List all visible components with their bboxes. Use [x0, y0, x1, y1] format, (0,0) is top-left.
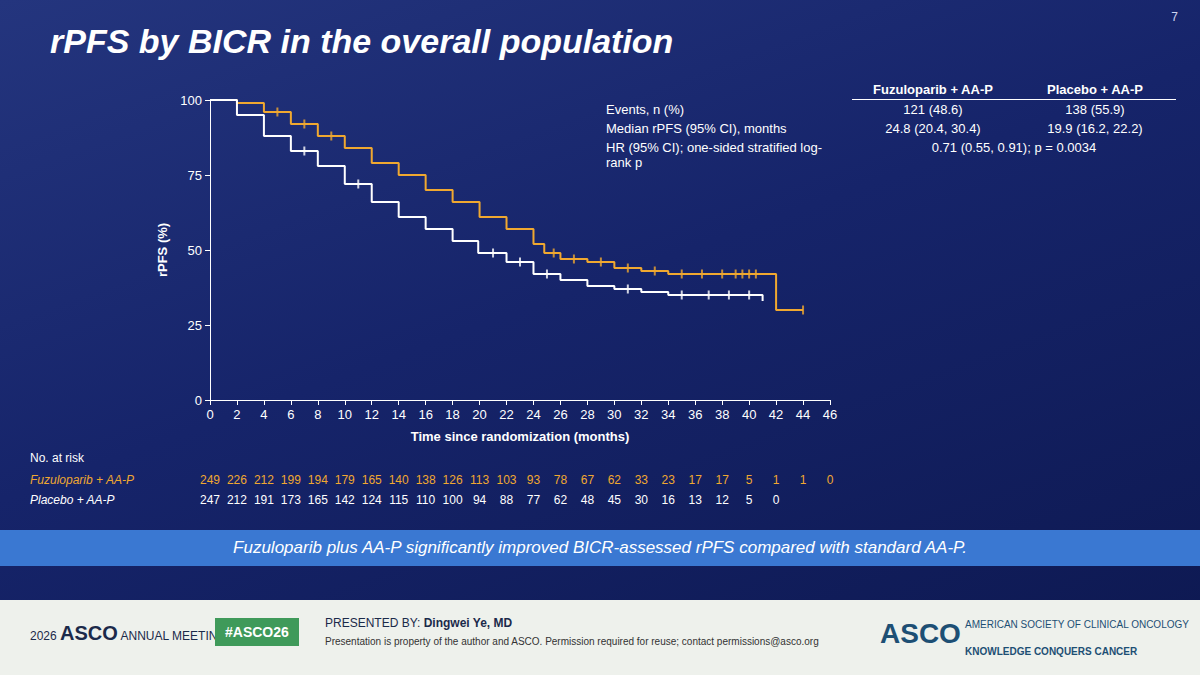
svg-text:191: 191 — [254, 493, 274, 507]
html-text:Events, n (%): Events, n (%) — [606, 101, 684, 117]
svg-text:Fuzuloparib + AA-P: Fuzuloparib + AA-P — [30, 473, 134, 487]
svg-text:93: 93 — [527, 473, 541, 487]
html-text:Placebo + AA-P: Placebo + AA-P — [1047, 82, 1143, 97]
svg-text:24: 24 — [526, 407, 540, 422]
svg-text:75: 75 — [188, 168, 202, 183]
svg-text:25: 25 — [188, 318, 202, 333]
svg-text:78: 78 — [554, 473, 568, 487]
svg-text:100: 100 — [443, 493, 463, 507]
svg-text:16: 16 — [662, 493, 676, 507]
svg-text:32: 32 — [634, 407, 648, 422]
html-text:24.8 (20.4, 30.4): 24.8 (20.4, 30.4) — [885, 121, 981, 136]
svg-text:Placebo + AA-P: Placebo + AA-P — [30, 493, 115, 507]
html-text:Median rPFS (95% CI), months: Median rPFS (95% CI), months — [606, 121, 787, 136]
svg-text:17: 17 — [689, 473, 703, 487]
svg-text:4: 4 — [260, 407, 267, 422]
svg-text:12: 12 — [365, 407, 379, 422]
html-text:7: 7 — [1171, 10, 1178, 24]
svg-text:50: 50 — [188, 243, 202, 258]
svg-text:138: 138 — [416, 473, 436, 487]
svg-text:44: 44 — [796, 407, 810, 422]
html-text:AMERICAN SOCIETY OF CLINICAL O: AMERICAN SOCIETY OF CLINICAL ONCOLOGY — [965, 619, 1189, 630]
svg-text:173: 173 — [281, 493, 301, 507]
svg-text:38: 38 — [715, 407, 729, 422]
svg-text:62: 62 — [608, 473, 622, 487]
html-text:Fuzuloparib + AA-P: Fuzuloparib + AA-P — [873, 82, 993, 97]
svg-text:16: 16 — [418, 407, 432, 422]
svg-text:100: 100 — [180, 93, 202, 108]
html-text:HR (95% CI); one-sided stratif: HR (95% CI); one-sided stratified log-ra… — [606, 140, 822, 170]
svg-text:0: 0 — [773, 493, 780, 507]
svg-text:115: 115 — [389, 493, 408, 507]
svg-text:5: 5 — [746, 493, 753, 507]
svg-text:14: 14 — [391, 407, 405, 422]
svg-text:26: 26 — [553, 407, 567, 422]
svg-text:88: 88 — [500, 493, 514, 507]
svg-text:140: 140 — [389, 473, 409, 487]
html-text:0.71 (0.55, 0.91); p = 0.0034: 0.71 (0.55, 0.91); p = 0.0034 — [931, 140, 1097, 155]
svg-text:0: 0 — [206, 407, 213, 422]
svg-text:23: 23 — [662, 473, 676, 487]
svg-text:124: 124 — [362, 493, 382, 507]
svg-text:249: 249 — [200, 473, 220, 487]
svg-text:194: 194 — [308, 473, 328, 487]
svg-text:165: 165 — [308, 493, 328, 507]
svg-text:179: 179 — [335, 473, 355, 487]
svg-text:rPFS (%): rPFS (%) — [155, 223, 170, 277]
svg-text:77: 77 — [527, 493, 541, 507]
svg-text:113: 113 — [470, 473, 489, 487]
svg-text:212: 212 — [227, 493, 247, 507]
html-text:Fuzuloparib plus AA-P signific: Fuzuloparib plus AA-P significantly impr… — [233, 538, 967, 557]
svg-text:22: 22 — [499, 407, 513, 422]
svg-text:247: 247 — [200, 493, 220, 507]
html-text:ASCO: ASCO — [880, 618, 961, 649]
svg-text:1: 1 — [800, 473, 807, 487]
svg-text:165: 165 — [362, 473, 382, 487]
svg-text:142: 142 — [335, 493, 355, 507]
svg-text:5: 5 — [746, 473, 753, 487]
svg-text:46: 46 — [823, 407, 837, 422]
svg-text:67: 67 — [581, 473, 595, 487]
html-text:Presentation is property of th: Presentation is property of the author a… — [325, 636, 819, 647]
svg-text:94: 94 — [473, 493, 487, 507]
svg-text:103: 103 — [497, 473, 517, 487]
html-text:rPFS by BICR in the overall po: rPFS by BICR in the overall population — [50, 22, 674, 60]
svg-text:30: 30 — [635, 493, 649, 507]
svg-text:42: 42 — [769, 407, 783, 422]
svg-text:226: 226 — [227, 473, 247, 487]
html-text:121 (48.6): 121 (48.6) — [903, 102, 963, 117]
svg-text:8: 8 — [314, 407, 321, 422]
svg-text:199: 199 — [281, 473, 301, 487]
svg-text:6: 6 — [287, 407, 294, 422]
html-text:PRESENTED BY: Dingwei Ye, MD: PRESENTED BY: Dingwei Ye, MD — [325, 616, 513, 630]
svg-text:2: 2 — [233, 407, 240, 422]
svg-text:17: 17 — [715, 473, 729, 487]
svg-text:30: 30 — [607, 407, 621, 422]
html-text:19.9 (16.2, 22.2): 19.9 (16.2, 22.2) — [1047, 121, 1143, 136]
svg-text:13: 13 — [689, 493, 703, 507]
svg-text:34: 34 — [661, 407, 675, 422]
svg-text:0: 0 — [827, 473, 834, 487]
svg-text:12: 12 — [715, 493, 729, 507]
svg-text:No. at risk: No. at risk — [30, 451, 85, 465]
svg-text:0: 0 — [195, 393, 202, 408]
svg-text:62: 62 — [554, 493, 568, 507]
svg-text:45: 45 — [608, 493, 622, 507]
svg-text:36: 36 — [688, 407, 702, 422]
svg-text:10: 10 — [338, 407, 352, 422]
svg-text:28: 28 — [580, 407, 594, 422]
html-text:KNOWLEDGE CONQUERS CANCER: KNOWLEDGE CONQUERS CANCER — [965, 646, 1138, 657]
svg-text:20: 20 — [472, 407, 486, 422]
svg-text:33: 33 — [635, 473, 649, 487]
svg-text:48: 48 — [581, 493, 595, 507]
svg-text:212: 212 — [254, 473, 274, 487]
svg-text:110: 110 — [416, 493, 435, 507]
svg-text:18: 18 — [445, 407, 459, 422]
svg-text:Time since randomization (mont: Time since randomization (months) — [411, 429, 630, 444]
svg-text:126: 126 — [443, 473, 463, 487]
html-text:138 (55.9): 138 (55.9) — [1065, 102, 1125, 117]
html-text:2026ASCOANNUAL MEETING#ASCO26: 2026ASCOANNUAL MEETING#ASCO26 — [30, 622, 289, 644]
svg-text:40: 40 — [742, 407, 756, 422]
svg-text:1: 1 — [773, 473, 780, 487]
